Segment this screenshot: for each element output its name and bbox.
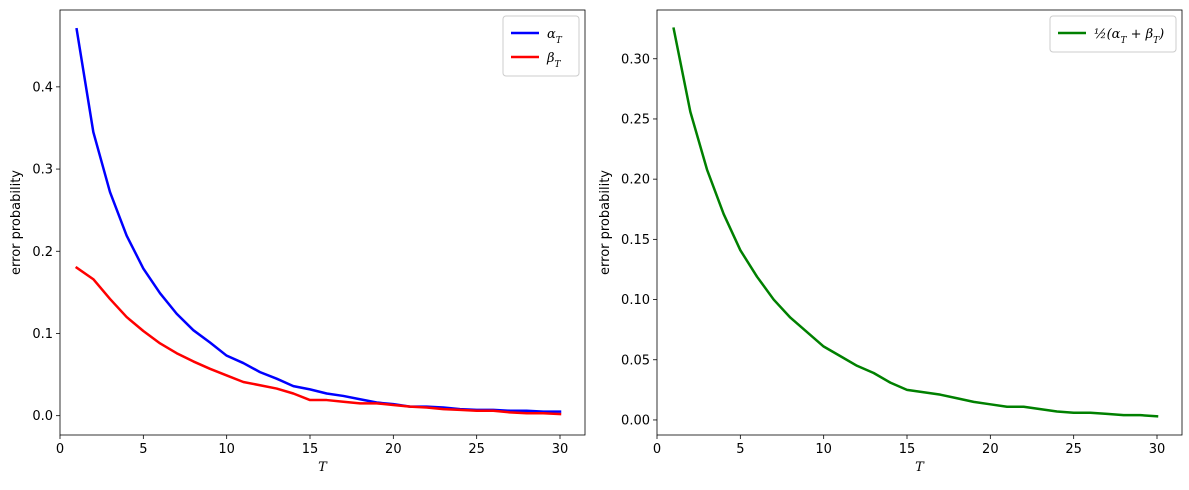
series-line-0 <box>75 27 562 413</box>
x-tick-label: 25 <box>1065 442 1082 457</box>
plot-frame <box>656 9 1183 436</box>
y-tick-label: 0.30 <box>621 52 650 67</box>
series-line-1 <box>74 265 562 416</box>
x-tick-label: 10 <box>815 442 832 457</box>
y-tick-label: 0.20 <box>621 173 650 188</box>
right-chart-panel: 0 5 10 15 20 25 30 0.00 0.05 0.10 0.15 0.20 0.25 0.30… <box>598 9 1183 475</box>
x-tick-label: 0 <box>653 442 661 457</box>
y-axis-label: error probability <box>9 170 24 275</box>
legend-label: βT <box>546 51 562 70</box>
x-tick-label: 15 <box>302 442 319 457</box>
x-tick-label: 20 <box>385 442 402 457</box>
x-tick-label: 5 <box>736 442 744 457</box>
x-tick-label: 30 <box>552 442 569 457</box>
x-axis-label: T <box>915 460 925 475</box>
legend-box <box>502 15 580 77</box>
legend-label: αT <box>547 27 563 46</box>
legend-label: ½(αT + βT) <box>1094 27 1164 46</box>
y-tick-label: 0.10 <box>621 293 650 308</box>
x-tick-label: 0 <box>56 442 64 457</box>
x-tick-label: 10 <box>218 442 235 457</box>
y-axis-label: error probability <box>598 170 613 275</box>
y-tick-label: 0.05 <box>621 353 650 368</box>
x-tick-label: 5 <box>139 442 147 457</box>
y-tick-label: 0.00 <box>621 413 650 428</box>
y-tick-label: 0.1 <box>32 327 53 342</box>
y-tick-label: 0.25 <box>621 112 650 127</box>
legend: αT βT <box>502 15 580 77</box>
y-tick-label: 0.4 <box>32 80 53 95</box>
x-tick-label: 25 <box>468 442 485 457</box>
y-tick-label: 0.15 <box>621 233 650 248</box>
plot-frame <box>59 9 586 436</box>
x-tick-label: 20 <box>982 442 999 457</box>
legend-box <box>1049 15 1177 53</box>
y-tick-label: 0.3 <box>32 163 53 178</box>
series-line-0 <box>672 27 1159 418</box>
x-tick-label: 15 <box>899 442 916 457</box>
x-tick-label: 30 <box>1149 442 1166 457</box>
y-tick-label: 0.0 <box>32 409 53 424</box>
y-tick-label: 0.2 <box>32 245 53 260</box>
x-axis-label: T <box>318 460 328 475</box>
legend: ½(αT + βT) <box>1049 15 1177 53</box>
